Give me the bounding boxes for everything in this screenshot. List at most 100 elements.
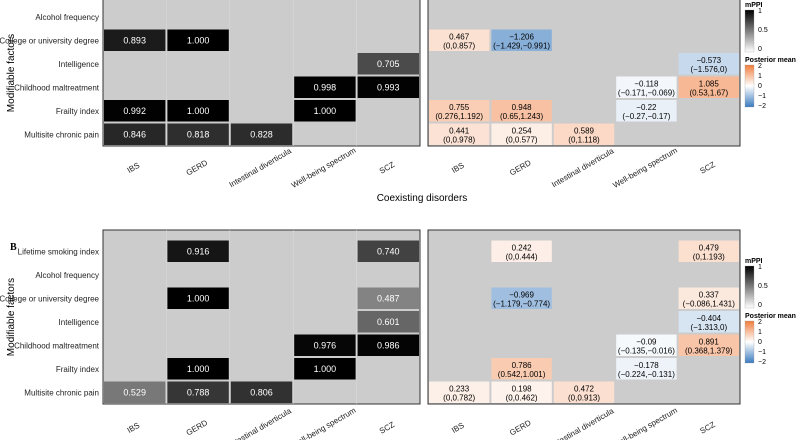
row-label: Childhood maltreatment bbox=[14, 341, 100, 350]
posterior-legend-title: Posterior mean bbox=[745, 57, 796, 64]
posterior-cell bbox=[678, 287, 739, 309]
posterior-ci-label: (0.542,1.001) bbox=[498, 370, 546, 379]
posterior-ci-label: (−1.179,−0.774) bbox=[493, 299, 550, 308]
posterior-mean-label: 0.891 bbox=[699, 337, 720, 346]
column-label: Well-being spectrum bbox=[290, 406, 358, 440]
mppi-cell bbox=[167, 123, 229, 145]
column-label: GERD bbox=[508, 158, 533, 177]
posterior-legend-title: Posterior mean bbox=[745, 313, 796, 320]
mppi-value-label: 0.916 bbox=[187, 246, 210, 256]
mppi-cell bbox=[357, 53, 419, 75]
posterior-cell bbox=[678, 53, 739, 75]
mppi-cell bbox=[294, 334, 356, 356]
mppi-value-label: 0.976 bbox=[314, 340, 337, 350]
posterior-cell bbox=[429, 100, 490, 122]
posterior-mean-label: −0.573 bbox=[696, 56, 721, 65]
posterior-ci-label: (0.276,1.192) bbox=[435, 112, 483, 121]
posterior-cell bbox=[429, 123, 490, 145]
mppi-cell bbox=[357, 76, 419, 98]
row-label: Multisite chronic pain bbox=[24, 388, 99, 397]
mppi-cell bbox=[294, 100, 356, 122]
posterior-ci-label: (0,0.857) bbox=[443, 41, 475, 50]
mppi-cell bbox=[230, 123, 293, 145]
posterior-ci-label: (0,1.193) bbox=[693, 252, 725, 261]
posterior-cell bbox=[491, 287, 552, 309]
mppi-legend-bar bbox=[744, 9, 755, 53]
posterior-legend-bar bbox=[744, 320, 755, 364]
posterior-mean-label: −0.404 bbox=[696, 314, 721, 323]
posterior-cell bbox=[491, 123, 552, 145]
mppi-value-label: 0.893 bbox=[123, 35, 146, 45]
posterior-legend-tick: 2 bbox=[758, 63, 762, 70]
posterior-cell bbox=[491, 29, 552, 51]
posterior-cell bbox=[491, 240, 552, 262]
posterior-mean-label: 0.755 bbox=[449, 103, 470, 112]
posterior-legend-tick: 1 bbox=[758, 73, 762, 80]
posterior-ci-label: (0.65,1.243) bbox=[500, 112, 543, 121]
row-label: Multisite chronic pain bbox=[24, 130, 99, 139]
mppi-cell bbox=[294, 76, 356, 98]
column-label: Well-being spectrum bbox=[611, 146, 679, 190]
column-label: IBS bbox=[450, 161, 466, 175]
mppi-value-label: 0.806 bbox=[250, 387, 273, 397]
mppi-cell bbox=[167, 381, 229, 403]
posterior-cell bbox=[429, 29, 490, 51]
mppi-value-label: 0.705 bbox=[377, 59, 400, 69]
posterior-mean-label: 0.472 bbox=[574, 384, 595, 393]
mppi-value-label: 0.487 bbox=[377, 293, 400, 303]
posterior-legend-tick: −2 bbox=[758, 359, 766, 366]
posterior-ci-label: (0,0.913) bbox=[568, 393, 600, 402]
posterior-ci-label: (−0.224,−0.131) bbox=[618, 370, 675, 379]
posterior-mean-label: −0.09 bbox=[636, 337, 657, 346]
column-label: Well-being spectrum bbox=[290, 146, 358, 190]
posterior-mean-label: −1.206 bbox=[509, 32, 534, 41]
heatmap-panel-a: Alcohol frequency College or university d… bbox=[0, 0, 796, 204]
y-axis-title: Modifiable factors bbox=[6, 278, 17, 356]
posterior-mean-label: 0.198 bbox=[512, 384, 533, 393]
row-label: Alcohol frequency bbox=[35, 271, 99, 280]
posterior-ci-label: (0,0.444) bbox=[506, 252, 538, 261]
posterior-mean-label: 0.948 bbox=[512, 103, 533, 112]
posterior-cell bbox=[616, 76, 677, 98]
mppi-legend-tick: 0 bbox=[758, 46, 762, 53]
column-label: IBS bbox=[450, 421, 466, 435]
row-label: Frailty index bbox=[56, 365, 99, 374]
mppi-cell bbox=[104, 381, 166, 403]
x-axis-title: Coexisting disorders bbox=[377, 193, 468, 204]
row-label: College or university degree bbox=[0, 294, 100, 303]
posterior-cell bbox=[678, 76, 739, 98]
mppi-value-label: 0.601 bbox=[377, 317, 400, 327]
mppi-cell bbox=[167, 358, 229, 380]
heatmap-panel-B: B Lifetime smoking index Alcohol frequency… bbox=[0, 229, 796, 440]
mppi-value-label: 1.000 bbox=[187, 293, 210, 303]
posterior-ci-label: (0,0.577) bbox=[506, 135, 538, 144]
mppi-value-label: 0.828 bbox=[250, 129, 273, 139]
posterior-mean-label: 0.589 bbox=[574, 126, 595, 135]
row-label: Alcohol frequency bbox=[35, 13, 99, 22]
posterior-mean-label: 0.479 bbox=[699, 243, 720, 252]
posterior-legend-bar bbox=[744, 64, 755, 108]
row-label: Intelligence bbox=[59, 318, 100, 327]
mppi-cell bbox=[104, 123, 166, 145]
column-label: GERD bbox=[185, 158, 210, 177]
posterior-cell bbox=[678, 240, 739, 262]
column-label: GERD bbox=[508, 418, 533, 437]
mppi-legend-bar bbox=[744, 265, 755, 309]
mppi-cell bbox=[167, 287, 229, 309]
column-label: Intestinal diverticula bbox=[550, 146, 616, 189]
mppi-value-label: 0.788 bbox=[187, 387, 210, 397]
posterior-legend-tick: −1 bbox=[758, 349, 766, 356]
mppi-cell bbox=[357, 311, 419, 333]
posterior-mean-label: 0.337 bbox=[699, 290, 720, 299]
panel-label: B bbox=[10, 242, 17, 253]
posterior-mean-label: 0.441 bbox=[449, 126, 470, 135]
column-label: Intestinal diverticula bbox=[228, 406, 294, 440]
posterior-mean-label: −0.22 bbox=[636, 103, 657, 112]
posterior-ci-label: (−0.086,1.431) bbox=[683, 299, 736, 308]
mppi-cell bbox=[357, 334, 419, 356]
posterior-mean-label: 0.242 bbox=[512, 243, 533, 252]
mppi-value-label: 0.740 bbox=[377, 246, 400, 256]
row-label: Intelligence bbox=[59, 60, 100, 69]
mppi-legend-tick: 0 bbox=[758, 302, 762, 309]
